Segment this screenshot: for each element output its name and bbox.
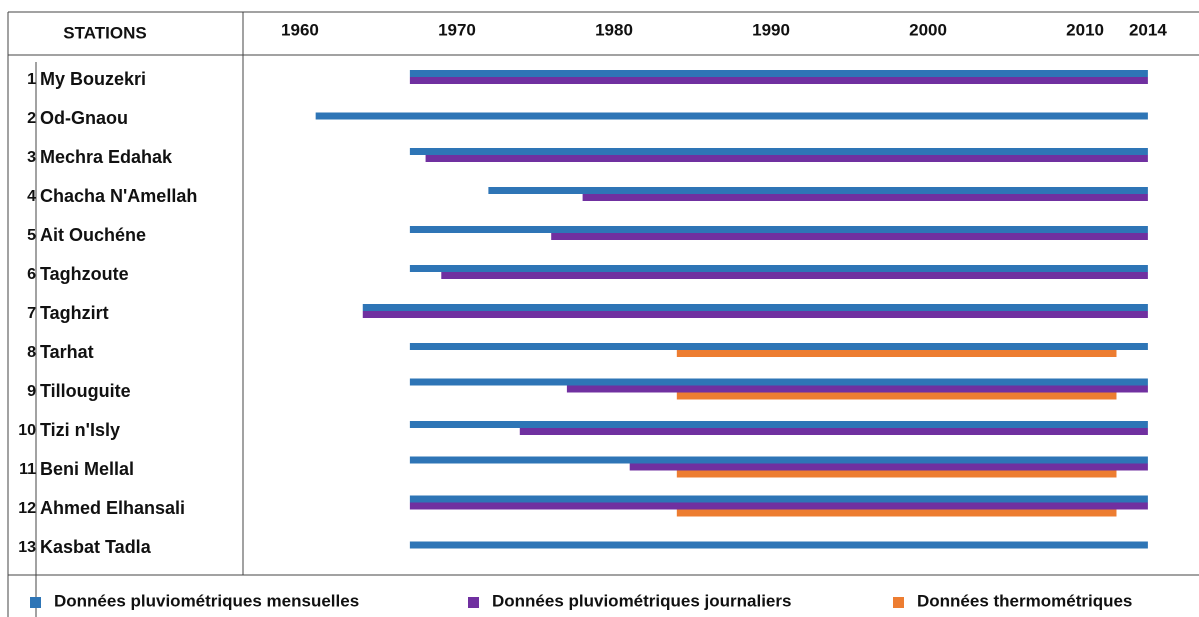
row-number: 5 [27, 227, 36, 244]
row-number: 12 [18, 500, 36, 517]
bar [409, 541, 1148, 549]
row-number: 6 [27, 266, 36, 283]
bar [409, 77, 1148, 84]
x-tick-label: 1960 [281, 20, 319, 39]
station-label: Taghzirt [40, 303, 109, 323]
station-label: Ait Ouchéne [40, 225, 146, 245]
bar [409, 495, 1148, 503]
station-label: Od-Gnaou [40, 108, 128, 128]
bar [488, 187, 1148, 194]
row-number: 11 [19, 461, 36, 478]
bar [582, 194, 1148, 201]
legend-label: Données thermométriques [917, 591, 1132, 610]
legend-swatch [30, 597, 41, 608]
x-tick-label: 2014 [1129, 20, 1167, 39]
row-number: 13 [18, 539, 36, 556]
bar [676, 509, 1117, 517]
bar [409, 378, 1148, 386]
station-label: Tizi n'Isly [40, 420, 120, 440]
legend-label: Données pluviométriques journaliers [492, 591, 791, 610]
bar [409, 343, 1148, 350]
station-label: Taghzoute [40, 264, 129, 284]
bar [425, 155, 1148, 162]
station-label: Tillouguite [40, 381, 131, 401]
x-tick-label: 1980 [595, 20, 633, 39]
bar [409, 226, 1148, 233]
bar [676, 392, 1117, 400]
bar [441, 272, 1148, 279]
bar [629, 463, 1148, 471]
station-label: Tarhat [40, 342, 94, 362]
bar [566, 385, 1148, 393]
bar [315, 112, 1148, 120]
x-tick-label: 2010 [1066, 20, 1104, 39]
bar [362, 311, 1148, 318]
legend-swatch [893, 597, 904, 608]
bar [409, 456, 1148, 464]
row-number: 2 [27, 110, 36, 127]
bar [409, 502, 1148, 510]
column-header: STATIONS [63, 23, 146, 42]
station-label: Beni Mellal [40, 459, 134, 479]
row-number: 7 [27, 305, 36, 322]
bar [362, 304, 1148, 311]
row-number: 10 [18, 422, 36, 439]
bar [551, 233, 1148, 240]
station-label: My Bouzekri [40, 69, 146, 89]
bar [409, 421, 1148, 428]
x-tick-label: 2000 [909, 20, 947, 39]
station-label: Chacha N'Amellah [40, 186, 197, 206]
legend-swatch [468, 597, 479, 608]
row-number: 1 [27, 71, 36, 88]
bar [676, 350, 1117, 357]
x-tick-label: 1990 [752, 20, 790, 39]
station-label: Ahmed Elhansali [40, 498, 185, 518]
row-number: 9 [27, 383, 36, 400]
station-label: Mechra Edahak [40, 147, 173, 167]
bar [409, 70, 1148, 77]
bar [409, 148, 1148, 155]
row-number: 4 [27, 188, 36, 205]
legend-label: Données pluviométriques mensuelles [54, 591, 359, 610]
station-label: Kasbat Tadla [40, 537, 152, 557]
row-number: 3 [27, 149, 36, 166]
bar [519, 428, 1148, 435]
bar [676, 470, 1117, 478]
x-tick-label: 1970 [438, 20, 476, 39]
bar [409, 265, 1148, 272]
row-number: 8 [27, 344, 36, 361]
